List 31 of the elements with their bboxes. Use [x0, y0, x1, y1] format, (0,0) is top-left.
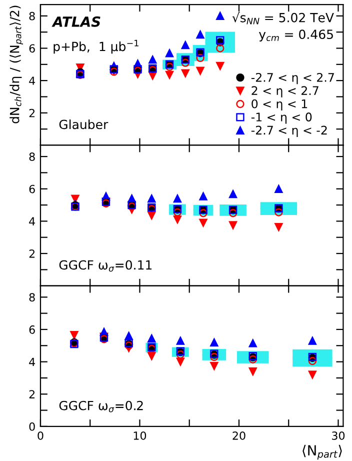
legend-label: 2 < η < 2.7	[252, 86, 318, 98]
annotation: y$_{cm}$ = 0.465	[258, 30, 333, 42]
annotation: p+Pb, 1 μb$^{−1}$	[54, 40, 138, 54]
y-tick-label: 2	[29, 390, 35, 398]
annotation: √s$_{NN}$ = 5.02 TeV	[232, 12, 334, 24]
legend-label: -2.7 < η < -2	[251, 126, 327, 137]
y-tick-label: 4	[29, 217, 35, 226]
y-tick-label: 2	[29, 108, 35, 118]
y-tick-label: 4	[29, 76, 35, 85]
y-tick-label: 4	[29, 358, 35, 366]
legend-label: 0 < η < 1	[252, 99, 308, 111]
y-tick-label: 6	[29, 325, 35, 334]
annotation: GGCF ω$_{σ}$=0.2	[59, 400, 143, 412]
x-tick-label: 30	[332, 431, 345, 440]
annotation: GGCF ω$_{σ}$=0.11	[59, 260, 152, 272]
y-tick-label: 0	[29, 422, 35, 431]
y-axis-title: dN$_{ch}$/dη / (⟨N$_{part}$⟩/2)	[10, 6, 23, 124]
annotation: ATLAS	[52, 16, 100, 27]
x-tick-label: 10	[134, 431, 146, 440]
y-tick-label: 8	[29, 12, 35, 20]
legend-label: -2.7 < η < 2.7	[251, 72, 334, 84]
x-tick-label: 0	[38, 431, 44, 440]
x-tick-label: 20	[232, 431, 246, 440]
y-tick-label: 2	[29, 249, 35, 258]
y-tick-label: 8	[29, 152, 35, 161]
x-axis-title: ⟨N$_{part}$⟩	[302, 444, 342, 460]
legend-label: -1 < η < 0	[251, 112, 312, 124]
annotation: Glauber	[59, 119, 108, 130]
y-tick-label: 6	[29, 44, 35, 53]
y-tick-label: 8	[29, 293, 35, 302]
y-tick-label: 6	[29, 184, 35, 194]
